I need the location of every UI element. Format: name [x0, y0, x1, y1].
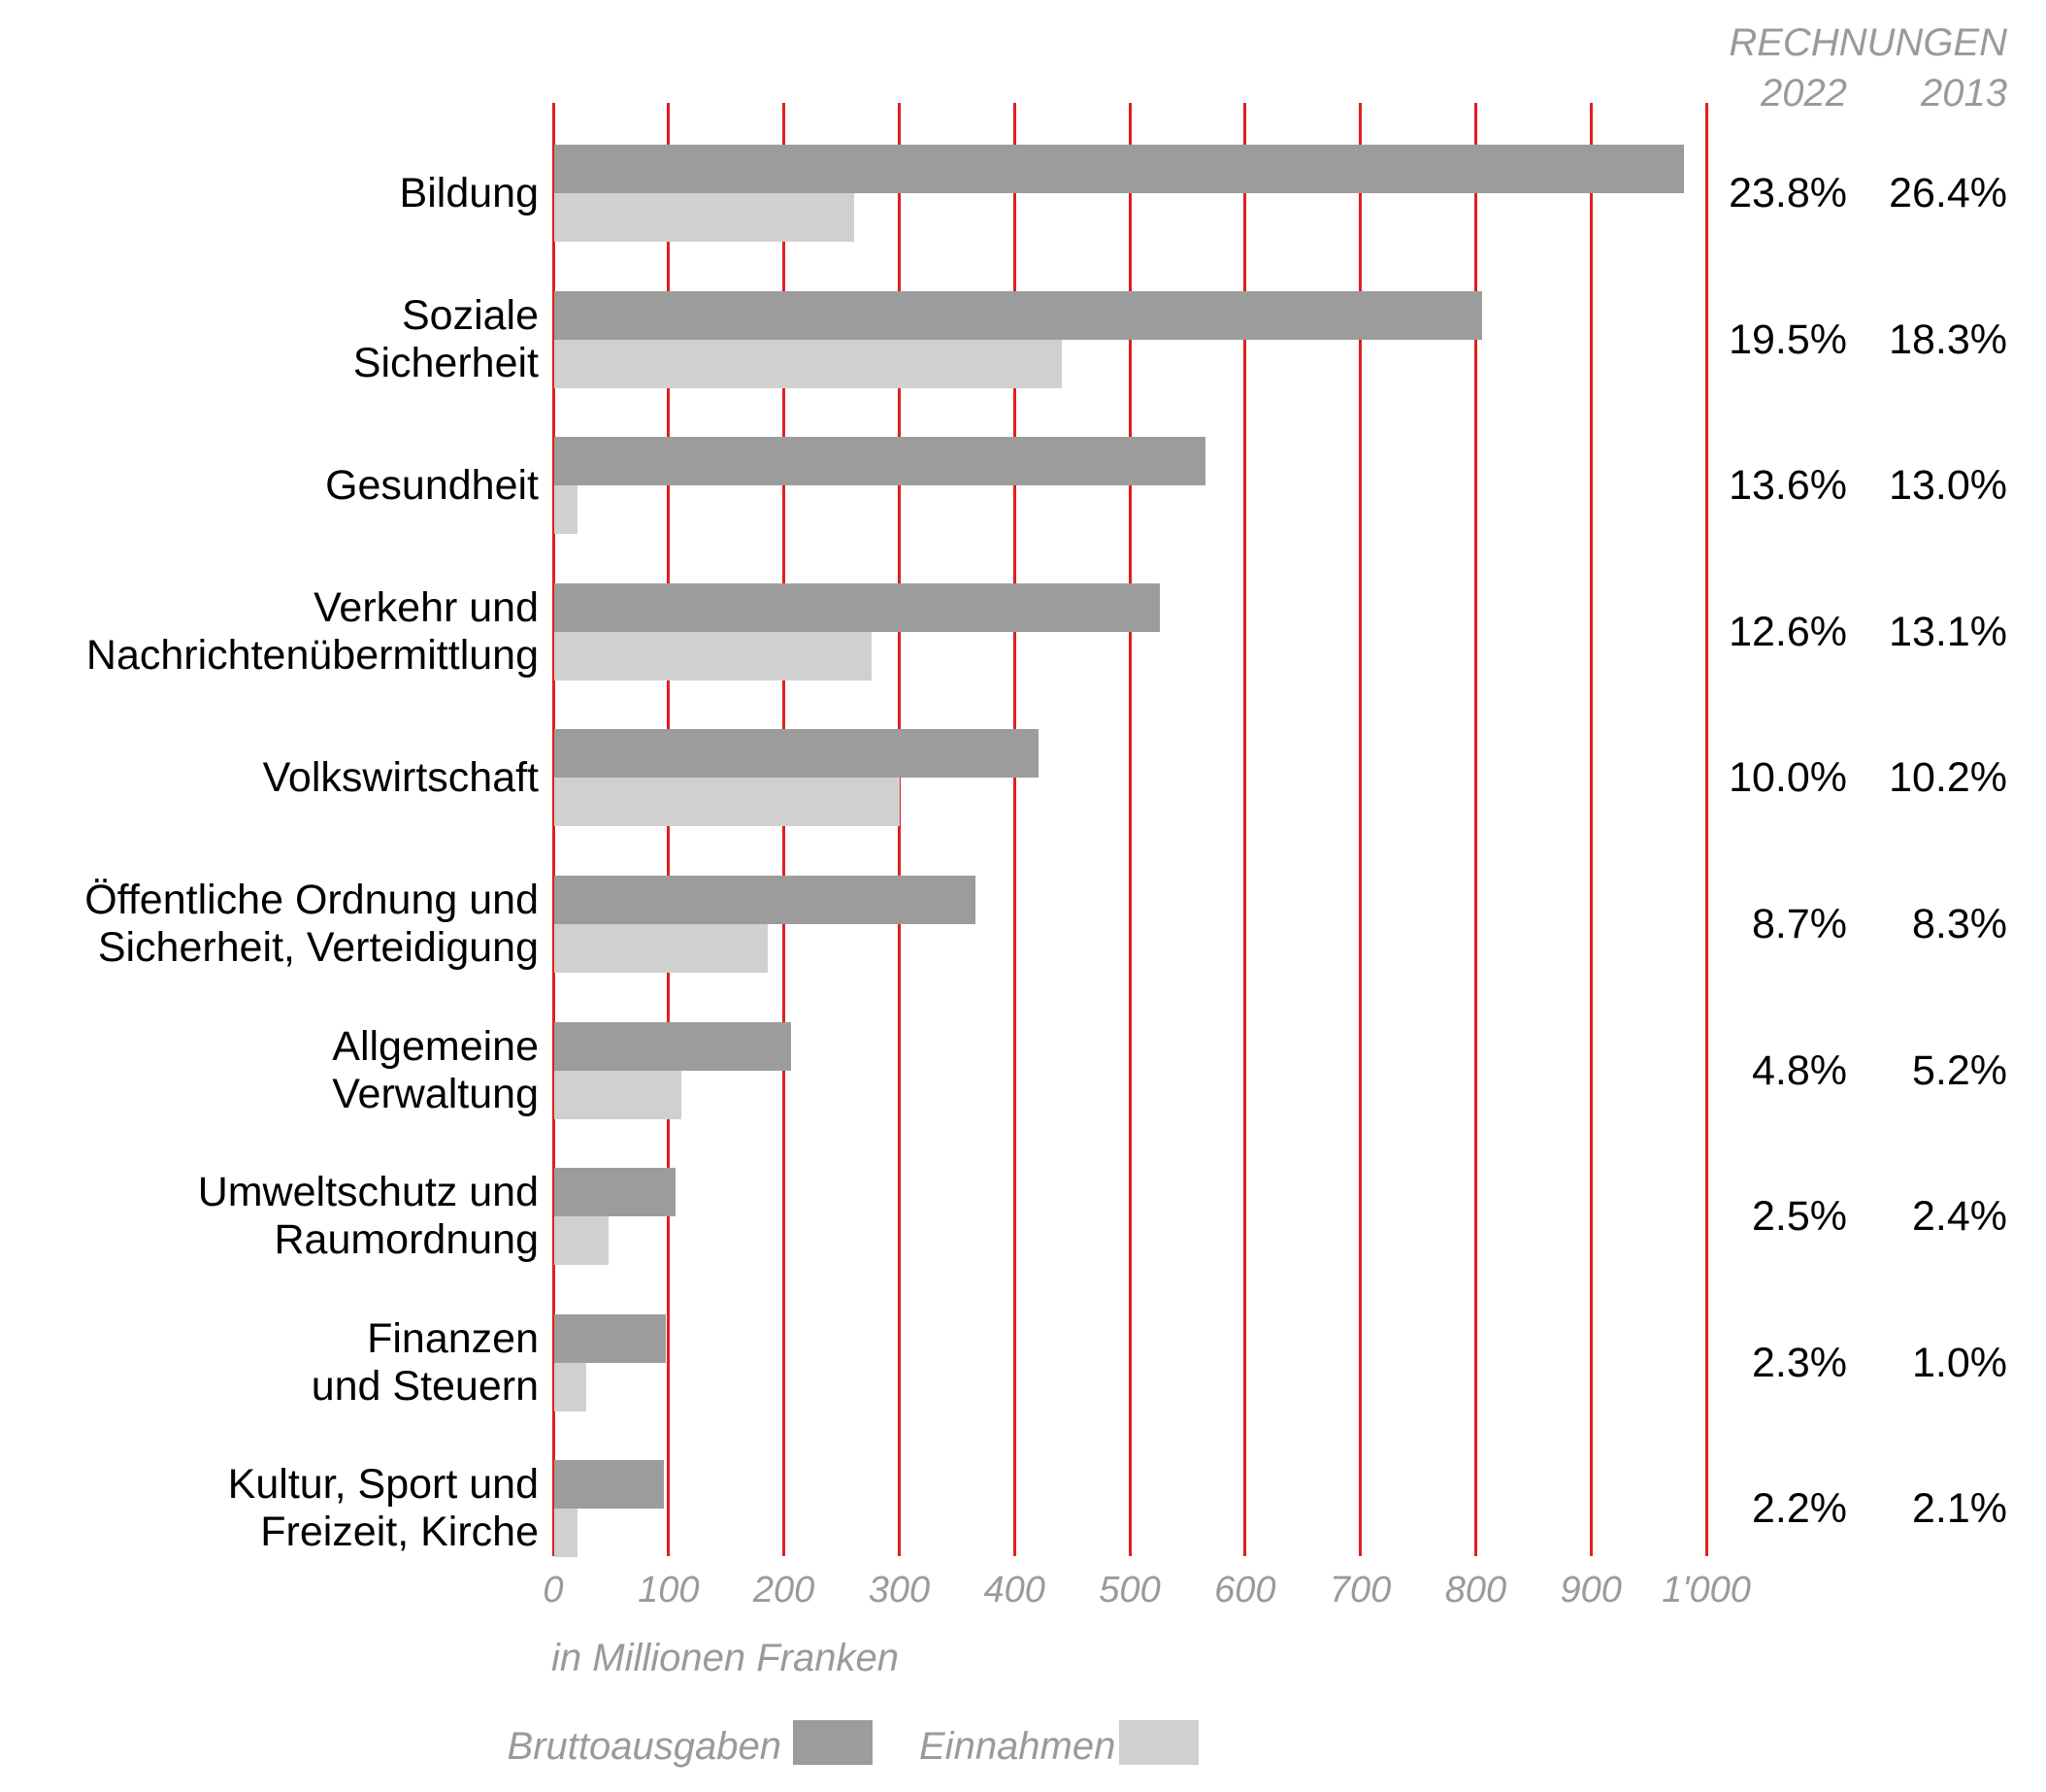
gridline-600 [1243, 103, 1247, 1556]
category-label: Allgemeine Verwaltung [332, 1022, 539, 1117]
x-axis-tick-label: 1'000 [1662, 1570, 1751, 1610]
column-header-2013: 2013 [1921, 72, 2007, 115]
percent-2022: 23.8% [1729, 170, 1847, 216]
gridline-200 [782, 103, 786, 1556]
bar-bruttoausgaben [554, 290, 1483, 340]
category-label: Öffentliche Ordnung und Sicherheit, Vert… [84, 877, 539, 971]
percent-2013: 13.0% [1889, 462, 2007, 510]
bar-bruttoausgaben [554, 1168, 676, 1217]
table-header-rechnungen: RECHNUNGEN [1729, 21, 2007, 64]
bar-einnahmen [554, 1216, 609, 1266]
percent-2013: 26.4% [1889, 170, 2007, 216]
percent-2013: 2.1% [1911, 1485, 2007, 1533]
percent-2022: 8.7% [1751, 901, 1847, 947]
bar-einnahmen [554, 1509, 578, 1558]
x-axis-tick-label: 200 [752, 1570, 815, 1610]
gridline-800 [1473, 103, 1477, 1556]
category-label: Volkswirtschaft [262, 753, 539, 801]
bar-bruttoausgaben [554, 876, 975, 924]
gridline-500 [1128, 103, 1132, 1556]
bar-einnahmen [554, 193, 854, 242]
percent-2013: 10.2% [1889, 754, 2007, 802]
gridline-100 [667, 103, 671, 1556]
percent-2013: 18.3% [1889, 315, 2007, 363]
category-label: Soziale Sicherheit [352, 291, 539, 386]
bar-einnahmen [554, 339, 1062, 388]
axis-caption: in Millionen Franken [551, 1637, 899, 1679]
column-header-2022: 2022 [1761, 72, 1847, 115]
legend-swatch-bruttoausgaben [793, 1720, 873, 1765]
x-axis-tick-label: 800 [1444, 1570, 1507, 1610]
category-label: Gesundheit [325, 461, 539, 509]
legend-swatch-einnahmen [1119, 1720, 1199, 1765]
bar-bruttoausgaben [554, 145, 1685, 193]
x-axis-tick-label: 900 [1560, 1570, 1622, 1610]
bar-einnahmen [554, 924, 768, 973]
percent-2013: 2.4% [1911, 1193, 2007, 1241]
gridline-300 [897, 103, 901, 1556]
bar-bruttoausgaben [554, 1021, 791, 1071]
category-label: Umweltschutz und Raumordnung [197, 1169, 539, 1264]
category-label: Kultur, Sport und Freizeit, Kirche [227, 1461, 539, 1556]
bar-einnahmen [554, 631, 872, 680]
bar-einnahmen [554, 1070, 681, 1119]
category-label: Verkehr und Nachrichtenübermittlung [85, 583, 539, 679]
bar-bruttoausgaben [554, 1313, 667, 1363]
bar-bruttoausgaben [554, 437, 1206, 486]
gridline-1'000 [1704, 103, 1708, 1556]
category-label: Bildung [399, 169, 539, 216]
percent-2022: 2.5% [1751, 1193, 1847, 1241]
percent-2022: 19.5% [1729, 315, 1847, 363]
legend-label-bruttoausgaben: Bruttoausgaben [507, 1725, 781, 1768]
percent-2022: 10.0% [1729, 754, 1847, 802]
category-label: Finanzen und Steuern [311, 1314, 539, 1410]
gridline-900 [1589, 103, 1593, 1556]
x-axis-tick-label: 100 [638, 1570, 700, 1610]
bar-bruttoausgaben [554, 582, 1160, 632]
x-axis-tick-label: 500 [1099, 1570, 1161, 1610]
gridline-700 [1359, 103, 1363, 1556]
bar-einnahmen [554, 1362, 587, 1411]
gridline-400 [1012, 103, 1016, 1556]
percent-2013: 8.3% [1911, 901, 2007, 947]
x-axis-tick-label: 0 [543, 1570, 564, 1610]
percent-2013: 13.1% [1889, 608, 2007, 655]
percent-2022: 13.6% [1729, 462, 1847, 510]
bar-bruttoausgaben [554, 729, 1039, 779]
percent-2013: 1.0% [1911, 1339, 2007, 1386]
percent-2022: 2.2% [1751, 1485, 1847, 1533]
x-axis-tick-label: 300 [868, 1570, 931, 1610]
bar-einnahmen [554, 778, 901, 827]
x-axis-tick-label: 600 [1214, 1570, 1276, 1610]
bar-einnahmen [554, 485, 578, 535]
x-axis-tick-label: 700 [1329, 1570, 1392, 1610]
percent-2022: 4.8% [1751, 1046, 1847, 1094]
percent-2022: 2.3% [1751, 1339, 1847, 1386]
x-axis-tick-label: 400 [983, 1570, 1045, 1610]
legend-label-einnahmen: Einnahmen [919, 1725, 1116, 1768]
bar-bruttoausgaben [554, 1460, 664, 1510]
gridline-0 [551, 103, 555, 1556]
percent-2013: 5.2% [1911, 1046, 2007, 1094]
percent-2022: 12.6% [1729, 608, 1847, 655]
